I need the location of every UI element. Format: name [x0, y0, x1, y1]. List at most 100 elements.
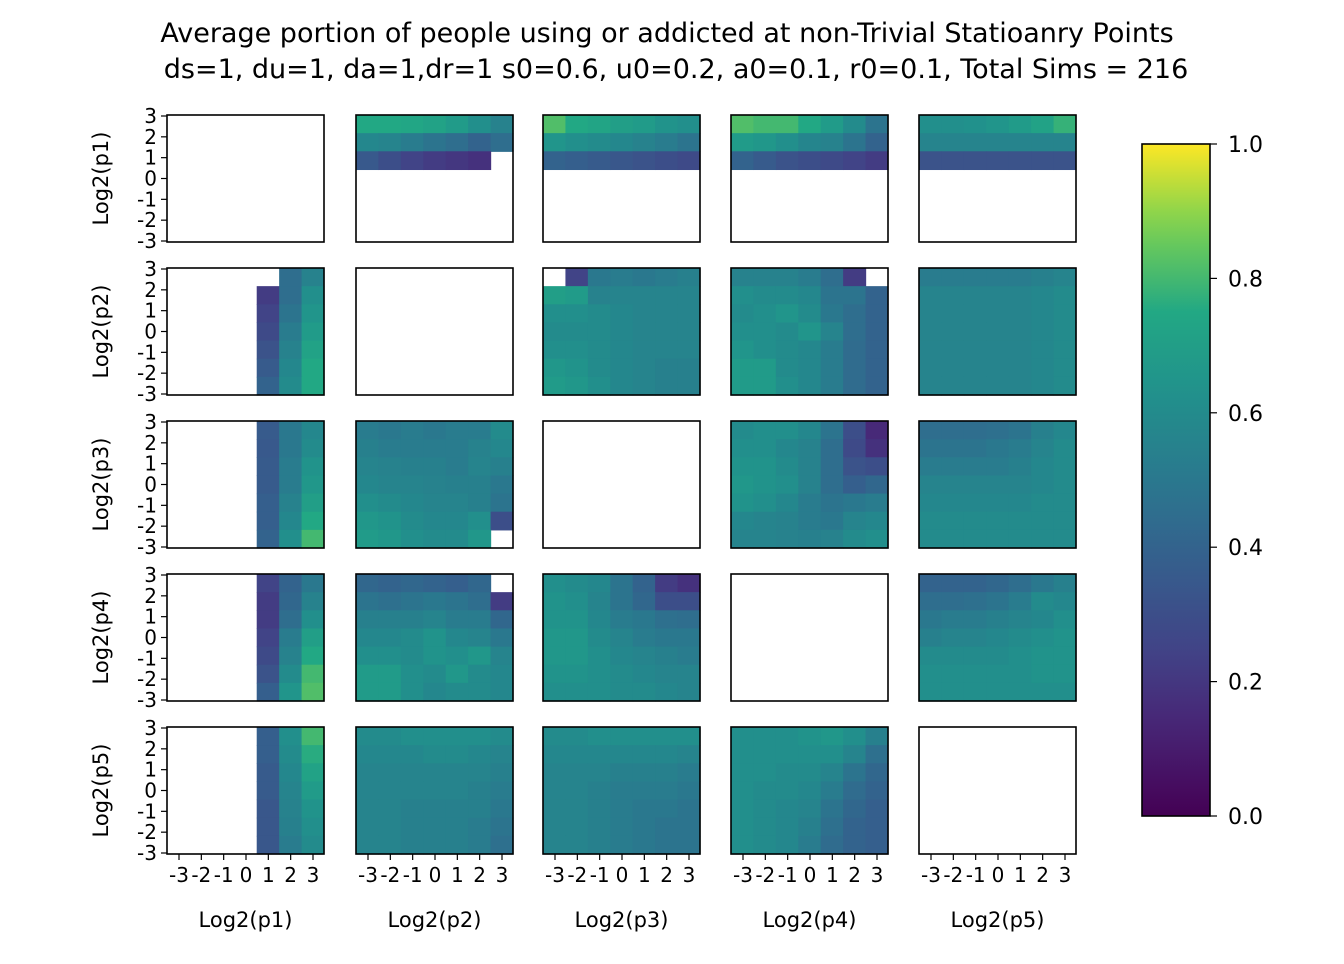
colorbar-frame: [1141, 143, 1211, 817]
heatmap-cell: [279, 646, 303, 666]
heatmap-cell: [565, 727, 589, 746]
x-tick-label: -1: [590, 863, 610, 887]
heatmap-cell: [632, 304, 656, 324]
heatmap-cell: [677, 133, 701, 152]
heatmap-cell: [490, 511, 514, 531]
x-tick-label: 3: [496, 863, 509, 887]
heatmap-cell: [279, 475, 303, 495]
heatmap-cell: [1031, 511, 1055, 531]
heatmap-cell: [865, 493, 889, 513]
x-tick-label: -2: [755, 863, 775, 887]
heatmap-cell: [356, 763, 380, 783]
heatmap-cell: [610, 835, 634, 855]
heatmap-cell: [843, 151, 867, 171]
heatmap-cell: [565, 322, 589, 342]
heatmap-cell: [986, 286, 1010, 305]
heatmap-cell: [843, 322, 867, 342]
panel-r5-c2: -3 -2 -1 0 1 2 3 Log2(p2): [355, 726, 514, 932]
heatmap-cell: [543, 592, 567, 611]
heatmap-cell: [731, 745, 755, 764]
heatmap-cell: [820, 835, 844, 855]
heatmap-cell: [632, 745, 656, 764]
heatmap-cell: [565, 151, 589, 171]
heatmap-cell: [279, 493, 303, 513]
heatmap-cell: [986, 628, 1010, 648]
heatmap-cell: [587, 268, 611, 287]
panel-frame: [918, 267, 1077, 396]
heatmap-cell: [798, 286, 822, 305]
heatmap-cell: [279, 610, 303, 630]
heatmap-cell: [356, 574, 380, 593]
heatmap-cell: [423, 475, 447, 495]
heatmap-cell: [843, 745, 867, 764]
heatmap-cell: [731, 340, 755, 360]
heatmap-cell: [490, 745, 514, 764]
heatmap-cell: [1053, 151, 1077, 171]
heatmap-cell: [279, 763, 303, 783]
heatmap-cell: [543, 286, 567, 305]
heatmap-cell: [775, 781, 799, 801]
heatmap-cell: [279, 682, 303, 702]
heatmap-cell: [543, 763, 567, 783]
heatmap-cell: [731, 304, 755, 324]
heatmap-cell: [986, 511, 1010, 531]
heatmap-cell: [1008, 493, 1032, 513]
heatmap-cell: [1031, 628, 1055, 648]
heatmap-cell: [655, 799, 679, 819]
heatmap-cell: [1053, 376, 1077, 396]
heatmap-cell: [941, 682, 965, 702]
heatmap-cell: [565, 817, 589, 837]
heatmap-cell: [356, 592, 380, 611]
heatmap-cell: [445, 421, 469, 440]
colorbar-tick-label: 0.8: [1228, 267, 1263, 292]
heatmap-cell: [798, 151, 822, 171]
heatmap-cell: [378, 133, 402, 152]
heatmap-cell: [865, 322, 889, 342]
heatmap-cell: [798, 475, 822, 495]
heatmap-cell: [963, 529, 987, 549]
heatmap-cell: [919, 304, 943, 324]
heatmap-cell: [798, 439, 822, 458]
heatmap-cell: [941, 304, 965, 324]
heatmap-cell: [445, 664, 469, 684]
heatmap-cell: [655, 133, 679, 152]
heatmap-cell: [1008, 646, 1032, 666]
heatmap-cell: [610, 592, 634, 611]
heatmap-cell: [256, 421, 280, 440]
heatmap-cell: [587, 763, 611, 783]
heatmap-cell: [378, 799, 402, 819]
heatmap-cell: [865, 457, 889, 477]
heatmap-cell: [986, 358, 1010, 378]
heatmap-cell: [279, 322, 303, 342]
heatmap-cell: [775, 439, 799, 458]
heatmap-cell: [843, 340, 867, 360]
row-axis-label: Log2(p1): [89, 132, 113, 226]
heatmap-cell: [543, 664, 567, 684]
x-tick-label: 2: [1036, 863, 1049, 887]
heatmap-cell: [565, 133, 589, 152]
heatmap-cell: [468, 439, 492, 458]
heatmap-cell: [753, 322, 777, 342]
heatmap-cell: [423, 763, 447, 783]
heatmap-cell: [820, 781, 844, 801]
heatmap-cell: [400, 682, 424, 702]
heatmap-cell: [632, 322, 656, 342]
heatmap-cell: [1008, 439, 1032, 458]
heatmap-cell: [301, 727, 325, 746]
panel-r1-c2: [355, 114, 514, 243]
heatmap-cell: [1008, 475, 1032, 495]
y-tick-label: 1: [144, 452, 157, 476]
heatmap-cell: [1031, 493, 1055, 513]
heatmap-cell: [919, 376, 943, 396]
heatmap-cell: [865, 835, 889, 855]
heatmap-cell: [565, 835, 589, 855]
heatmap-cell: [543, 376, 567, 396]
heatmap-cell: [445, 646, 469, 666]
heatmap-cell: [632, 628, 656, 648]
heatmap-cell: [941, 475, 965, 495]
x-tick-label: -2: [943, 863, 963, 887]
heatmap-cell: [610, 322, 634, 342]
heatmap-cell: [731, 511, 755, 531]
